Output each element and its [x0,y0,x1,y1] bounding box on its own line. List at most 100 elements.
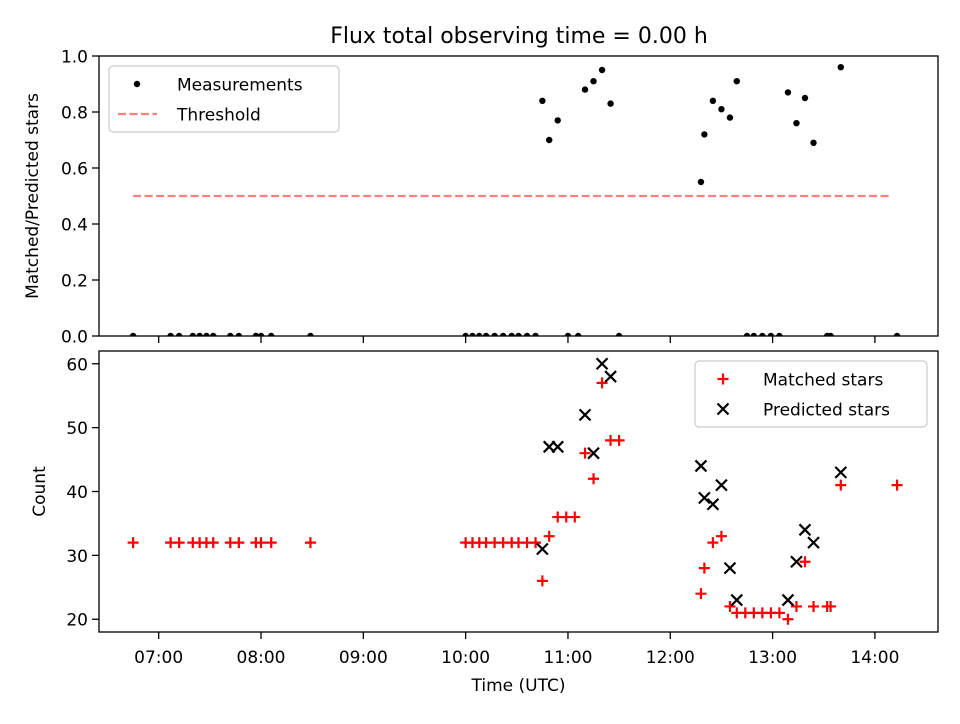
measurement-point [801,94,809,102]
y-tick-label: 60 [66,355,88,375]
y-tick-label: 0.2 [61,272,88,292]
x-tick-label: 14:00 [850,648,899,668]
measurement-point [733,78,740,85]
x-tick-label: 07:00 [134,648,183,668]
measurement-point [482,332,490,336]
y-axis-label: Matched/Predicted stars [23,93,43,299]
legend-label: Measurements [177,76,303,96]
matched-star-point [790,600,802,612]
predicted-star-point [587,446,600,460]
matched-star-point [773,607,785,619]
matched-star-point [782,613,794,625]
y-tick-label: 50 [66,419,88,439]
predicted-star-point [730,593,744,607]
measurement-point [615,332,623,336]
x-tick-label: 11:00 [543,648,592,668]
x-tick-label: 13:00 [748,648,797,668]
measurement-point [701,131,708,138]
measurement-point [252,332,260,336]
legend-label: Predicted stars [763,401,890,421]
x-tick-label: 12:00 [646,648,695,668]
legend-predicted-swatch [716,402,730,416]
predicted-star-point [536,542,549,556]
measurement-point [743,332,751,336]
measurement-point [203,332,210,336]
matched-star-point [255,537,267,549]
legend-box [108,65,340,133]
matched-star-point [835,479,847,491]
matched-star-point [698,562,710,574]
predicted-star-point [604,370,617,383]
measurement-point [268,332,275,336]
predicted-star-point [834,466,848,479]
y-tick-label: 1.0 [61,48,88,68]
measurement-point [189,332,196,336]
measurement-point [564,332,572,336]
measurement-point [307,332,314,336]
measurement-point [590,78,597,85]
matched-star-point [207,537,219,549]
chart-title: Flux total observing time = 0.00 h [330,24,708,49]
matched-star-point [265,537,277,549]
matched-star-point [695,588,707,600]
measurement-point [129,332,137,336]
measurement-point [539,97,546,105]
predicted-star-point [698,491,711,505]
measurement-point [175,332,183,336]
matched-star-point [707,537,719,549]
measurement-point [837,63,844,71]
y-tick-label: 0.6 [61,160,88,180]
matched-star-point [588,473,600,485]
measurement-point [759,332,766,336]
predicted-star-point [781,593,795,607]
matched-star-point [530,537,542,549]
measurement-point [607,100,614,107]
matched-star-point [596,377,608,389]
measurement-point [469,332,476,336]
predicted-star-point [595,357,609,371]
legend-box [694,360,928,428]
measurement-point [499,332,507,336]
measurement-point [810,139,817,146]
y-axis-label: Count [30,466,50,517]
matched-star-point [891,479,903,491]
measurement-point [508,332,515,336]
measurement-point [462,332,469,336]
measurement-point [515,332,522,336]
y-tick-label: 0.0 [61,328,88,348]
matched-star-point [579,447,591,459]
predicted-star-point [807,536,820,549]
data-layer [129,63,901,336]
measurement-point [545,136,553,144]
x-tick-label: 09:00 [339,648,388,668]
measurement-point [598,66,606,74]
legend: Matched stars Predicted stars [694,360,928,428]
measurement-point [491,332,498,336]
measurement-point [532,332,539,336]
measurement-point [167,332,174,336]
measurement-point [227,332,234,336]
y-tick-label: 0.8 [61,104,88,124]
predicted-star-point [694,459,708,473]
y-tick-label: 30 [66,547,88,567]
legend-label: Threshold [176,106,261,126]
x-tick-label: 08:00 [237,648,286,668]
measurement-point [235,332,243,336]
x-tick-label: 10:00 [441,648,490,668]
measurement-point [767,332,775,336]
measurement-point [750,332,758,336]
axes-frame [98,55,939,337]
top-panel: 0.0 0.2 0.4 0.6 0.8 1.0 Matched/Predicted star… [23,48,939,348]
measurement-point [697,178,705,186]
legend-label: Matched stars [763,371,883,391]
matched-star-point [304,537,316,549]
matched-star-point [127,537,139,549]
matched-star-point [613,434,625,446]
measurement-point [210,332,217,336]
y-tick-label: 0.4 [61,216,88,236]
measurement-point [718,106,725,113]
matched-star-point [173,537,185,549]
predicted-star-point [578,408,592,422]
